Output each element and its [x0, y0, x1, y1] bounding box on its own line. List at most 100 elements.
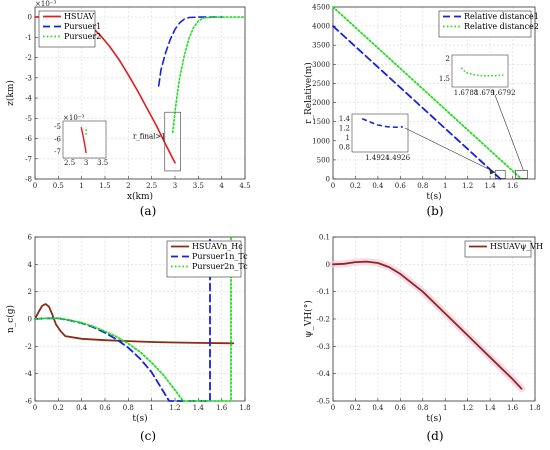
d-xlabel: t(s)	[426, 413, 441, 424]
d-xtick-label-7: 1.4	[485, 404, 497, 412]
d-xtick-label-1: 0.2	[350, 404, 361, 412]
a-ytick-label-8: 0	[28, 14, 32, 22]
b-series-0	[332, 25, 502, 180]
c-ytick-label-1: -4	[25, 370, 32, 378]
d-xtick-label-9: 1.8	[529, 404, 540, 412]
a-inset-ytick-2: -5	[54, 123, 61, 131]
caption-a: (a)	[140, 204, 157, 218]
b-xtick-label-0: 0	[331, 182, 335, 190]
b-legend-label-1: Relative distance2	[464, 22, 539, 31]
d-ytick-label-5: 0	[326, 261, 330, 269]
b-inset1-ytick-1: 1	[346, 134, 350, 142]
b-xtick-label-3: 0.6	[395, 182, 407, 190]
b-ytick-label-6: 3000	[312, 61, 330, 69]
b-legend-label-0: Relative distance1	[464, 12, 539, 21]
a-series-2	[171, 16, 246, 134]
a-ytick-label-3: -5	[25, 115, 32, 123]
c-ytick-label-4: 2	[28, 288, 32, 296]
d-series-0	[332, 260, 523, 390]
d-xtick-label-0: 0	[331, 404, 335, 412]
d-legend-box	[464, 240, 532, 258]
b-ytick-label-1: 500	[317, 156, 330, 164]
a-legend-box	[38, 10, 96, 48]
c-xtick-label-1: 0.2	[53, 404, 64, 412]
a-axes-frame	[34, 6, 246, 180]
c-legend-label-0: HSUAVn_Hc	[192, 242, 243, 251]
c-xtick-label-7: 1.4	[193, 404, 205, 412]
c-xtick-label-9: 1.8	[239, 404, 250, 412]
c-xtick-label-5: 1	[149, 404, 153, 412]
c-ytick-label-6: 6	[28, 234, 33, 242]
b-ytick-label-3: 1500	[312, 118, 330, 126]
d-ytick-label-2: -0.3	[317, 343, 331, 351]
b-xtick-label-5: 1	[443, 182, 447, 190]
a-inset-xtick-2: 3.5	[97, 159, 108, 167]
b-ytick-label-2: 1000	[312, 137, 330, 145]
d-axes-frame	[332, 236, 536, 402]
b-ytick-label-4: 2000	[312, 99, 330, 107]
b-inset2-xtick-0: 1.6788	[454, 89, 479, 97]
b-ytick-label-9: 4500	[312, 4, 330, 12]
a-xtick-label-4: 2	[126, 182, 130, 190]
caption-d: (d)	[426, 429, 443, 443]
a-ytick-label-4: -4	[25, 95, 32, 103]
a-xtick-label-1: 0.5	[53, 182, 64, 190]
a-xtick-label-5: 2.5	[146, 182, 157, 190]
a-xlabel: x(km)	[127, 191, 153, 202]
a-ytick-label-6: -2	[25, 54, 32, 62]
b-xtick-label-4: 0.8	[417, 182, 428, 190]
b-series-1	[332, 6, 523, 180]
c-legend-label-1: Pursuer1n_Tc	[192, 252, 248, 261]
b-xlabel: t(s)	[426, 191, 441, 202]
b-inset2-ytick-0: 1.5	[439, 75, 450, 83]
b-inset1-series	[361, 118, 403, 129]
b-xtick-label-1: 0.2	[350, 182, 361, 190]
a-xtick-label-2: 1	[79, 182, 83, 190]
c-series-2	[34, 236, 232, 402]
d-xtick-label-3: 0.6	[395, 404, 407, 412]
c-ytick-label-2: -2	[25, 343, 32, 351]
a-xtick-label-8: 4	[219, 182, 224, 190]
b-xtick-label-2: 0.4	[372, 182, 384, 190]
b-ytick-label-0: 0	[326, 176, 330, 184]
b-inset2-ytick-1: 2	[446, 55, 450, 63]
a-annotation: r_final>1	[133, 133, 166, 141]
b-ytick-label-7: 3500	[312, 42, 330, 50]
a-ytick-label-5: -3	[25, 74, 32, 82]
c-xtick-label-8: 1.6	[216, 404, 228, 412]
a-inset-ytick-1: -6	[54, 136, 61, 144]
a-zoom-box	[164, 111, 181, 172]
b-inset2-frame	[451, 54, 509, 88]
b-xtick-label-6: 1.2	[462, 182, 473, 190]
a-ytick-label-7: -1	[25, 34, 32, 42]
c-series-0	[34, 303, 235, 345]
a-xtick-label-0: 0	[33, 182, 37, 190]
b-xtick-label-7: 1.4	[485, 182, 497, 190]
b-axes-frame	[332, 6, 536, 180]
a-inset-xtick-1: 3	[84, 159, 88, 167]
c-xlabel: t(s)	[132, 413, 147, 424]
c-xtick-label-0: 0	[33, 404, 37, 412]
c-xtick-label-3: 0.6	[99, 404, 111, 412]
a-legend-label-1: Pursuer1	[64, 22, 101, 31]
d-ytick-label-6: 0.1	[319, 234, 330, 242]
b-arrowhead-1	[489, 168, 496, 175]
d-xtick-label-5: 1	[443, 404, 447, 412]
d-xtick-label-8: 1.6	[507, 404, 519, 412]
b-inset1-xtick-1: 1.4926	[386, 154, 411, 162]
a-xtick-label-3: 1.5	[99, 182, 110, 190]
a-xtick-label-6: 3	[173, 182, 177, 190]
b-inset2-series	[460, 67, 504, 77]
caption-c: (c)	[140, 429, 156, 443]
b-inset1-ytick-0: 0.8	[339, 143, 350, 151]
a-legend-label-0: HSUAV	[64, 12, 94, 21]
a-series-1	[157, 16, 223, 87]
a-ylabel: z(km)	[5, 80, 16, 106]
b-xtick-label-8: 1.6	[507, 182, 519, 190]
b-zoom-box-2	[515, 170, 528, 179]
a-ytick-label-2: -6	[25, 135, 32, 143]
d-legend-label-0: HSUAVψ_VH	[490, 242, 543, 251]
d-ytick-label-4: -0.1	[317, 288, 331, 296]
a-ytick-label-0: -8	[25, 176, 32, 184]
